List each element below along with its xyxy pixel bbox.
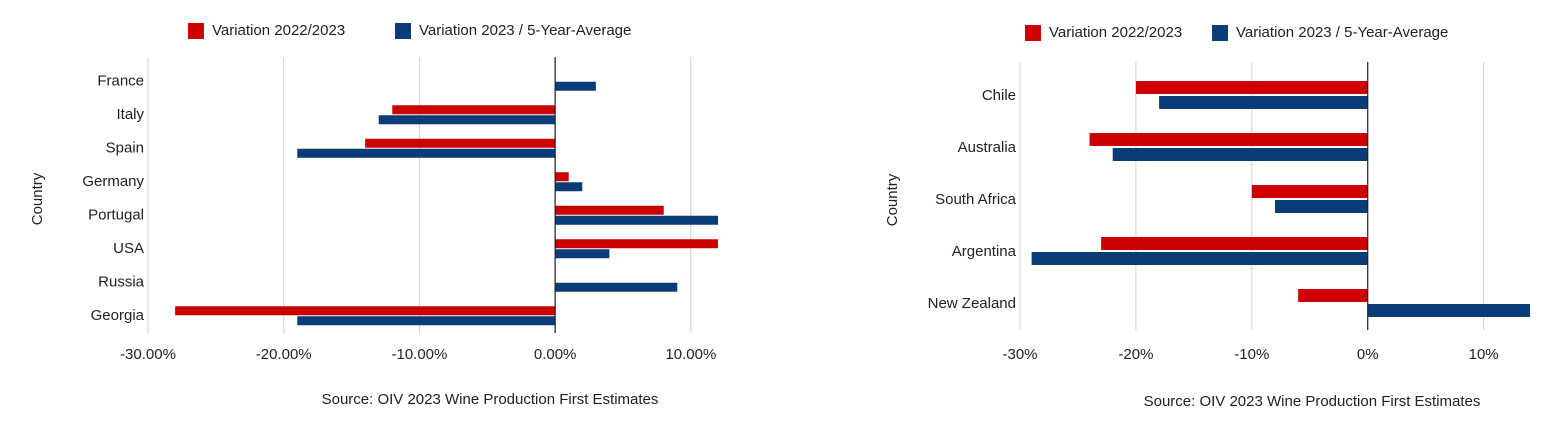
bar: [555, 239, 718, 249]
x-tick-label: -30%: [1002, 346, 1037, 363]
x-tick-label: 0%: [1357, 346, 1379, 363]
y-tick-label: USA: [113, 240, 144, 257]
y-tick-label: Russia: [98, 274, 145, 291]
bar: [1251, 185, 1368, 198]
source-note: Source: OIV 2023 Wine Production First E…: [1144, 393, 1481, 410]
bar: [1367, 304, 1530, 317]
source-note: Source: OIV 2023 Wine Production First E…: [322, 391, 659, 408]
legend-swatch: [395, 23, 411, 39]
bar: [1275, 200, 1368, 213]
legend-swatch: [1212, 25, 1228, 41]
y-tick-label: Argentina: [952, 243, 1017, 260]
bar: [555, 182, 583, 192]
legend-label: Variation 2022/2023: [212, 22, 345, 39]
bar: [378, 115, 556, 125]
bar: [555, 205, 664, 215]
bar: [1159, 96, 1368, 109]
bar: [1298, 289, 1368, 302]
y-tick-label: Portugal: [88, 207, 144, 224]
legend-label: Variation 2022/2023: [1049, 24, 1182, 41]
y-tick-label: Georgia: [91, 307, 145, 324]
bar: [297, 148, 556, 158]
bar: [1089, 133, 1368, 146]
x-tick-label: -10%: [1234, 346, 1269, 363]
x-tick-label: -10.00%: [391, 346, 447, 363]
bar: [555, 249, 610, 259]
bar: [555, 282, 678, 292]
legend-swatch: [1025, 25, 1041, 41]
bar: [1112, 148, 1368, 161]
y-tick-label: Italy: [116, 106, 144, 123]
bar: [392, 105, 556, 115]
legend-label: Variation 2023 / 5-Year-Average: [1236, 24, 1448, 41]
y-tick-label: Germany: [82, 173, 144, 190]
y-tick-label: France: [97, 73, 144, 90]
bar: [175, 306, 556, 316]
y-tick-label: New Zealand: [928, 295, 1016, 312]
bar: [555, 81, 596, 91]
y-axis-title: Country: [29, 172, 46, 225]
legend-swatch: [188, 23, 204, 39]
bar: [1031, 252, 1368, 265]
y-tick-label: Australia: [958, 139, 1017, 156]
x-tick-label: 10%: [1469, 346, 1499, 363]
bar: [297, 316, 556, 326]
x-tick-label: 0.00%: [534, 346, 577, 363]
x-tick-label: -30.00%: [120, 346, 176, 363]
y-tick-label: Spain: [106, 140, 144, 157]
x-tick-label: -20%: [1118, 346, 1153, 363]
y-tick-label: South Africa: [935, 191, 1017, 208]
x-tick-label: -20.00%: [256, 346, 312, 363]
bar: [1135, 81, 1368, 94]
y-axis-title: Country: [884, 173, 901, 226]
bar: [555, 172, 569, 182]
legend-label: Variation 2023 / 5-Year-Average: [419, 22, 631, 39]
y-tick-label: Chile: [982, 87, 1016, 104]
bar: [1101, 237, 1368, 250]
x-tick-label: 10.00%: [665, 346, 716, 363]
bar: [365, 138, 556, 148]
bar: [555, 215, 718, 225]
